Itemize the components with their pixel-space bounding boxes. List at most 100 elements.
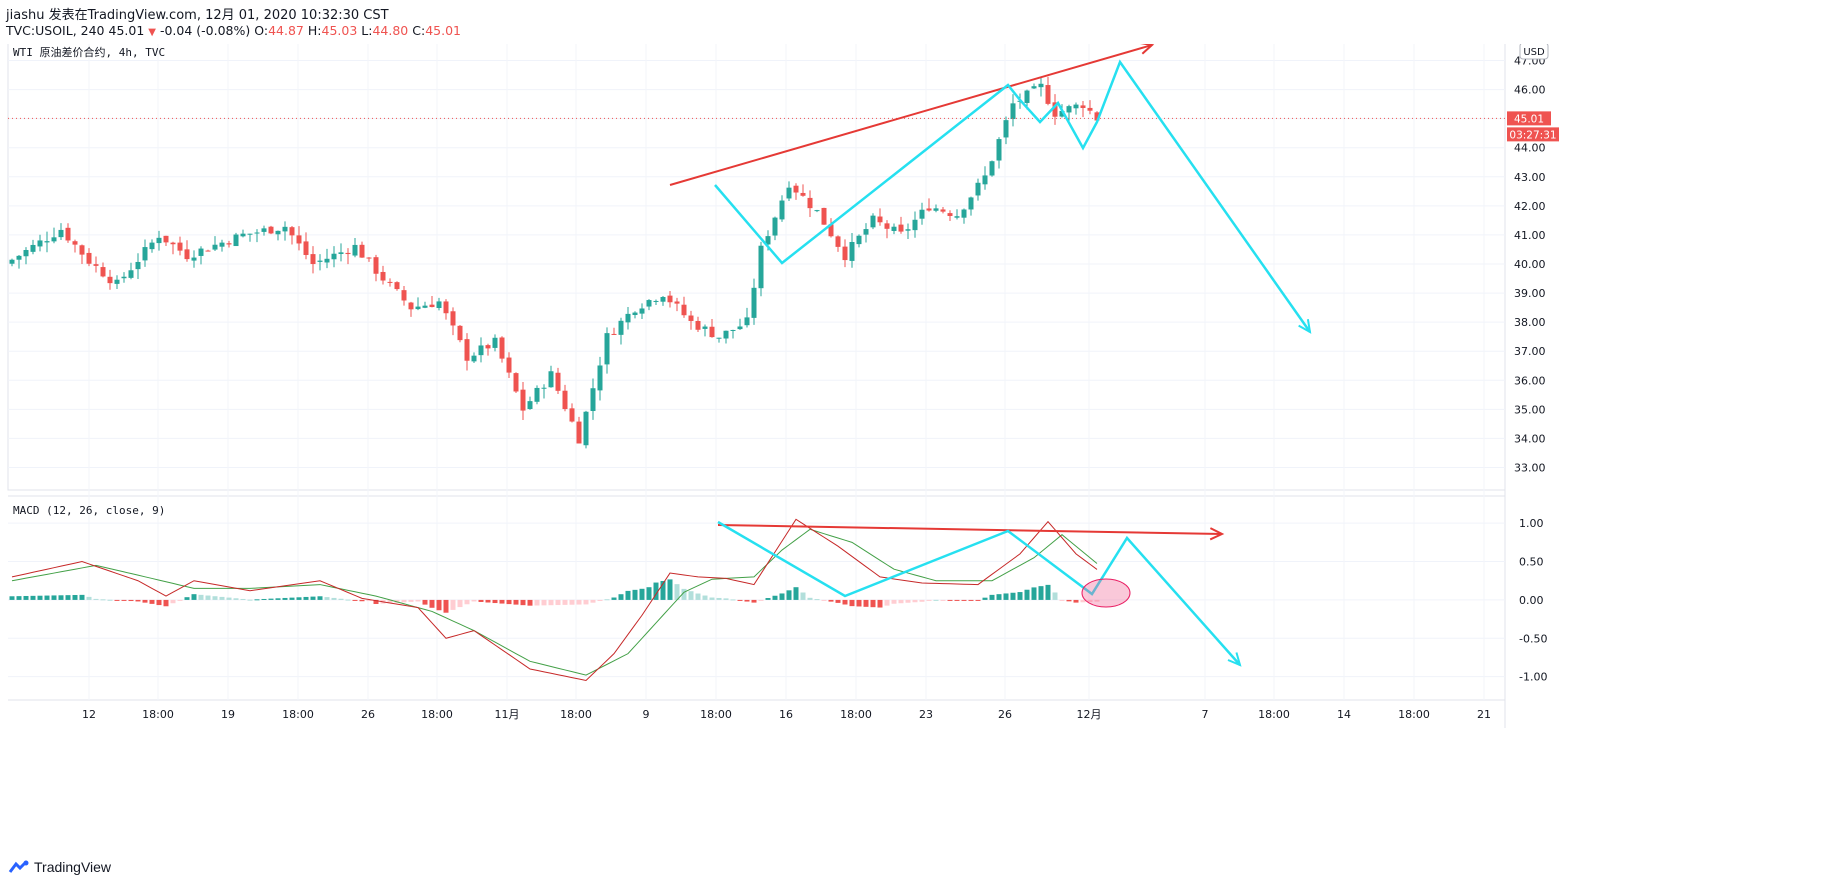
candle-body [338, 252, 344, 254]
macd-histogram-bar [191, 594, 197, 600]
macd-histogram-bar [653, 582, 659, 600]
macd-trendline [717, 524, 1223, 535]
macd-histogram-bar [296, 597, 302, 600]
currency-label: USD [1523, 47, 1545, 58]
candle-body [940, 209, 946, 212]
candle-body [254, 232, 260, 234]
macd-histogram-bar [86, 596, 92, 600]
macd-histogram-bar [842, 599, 848, 605]
candle-body [1094, 112, 1100, 121]
candle-body [177, 242, 183, 251]
macd-histogram-bar [709, 597, 715, 600]
candle-body [849, 241, 855, 261]
candle-body [821, 207, 827, 225]
macd-histogram-bar [1045, 584, 1051, 600]
macd-histogram-bar [625, 590, 631, 600]
macd-histogram-bar [128, 599, 134, 602]
macd-histogram-bar [268, 598, 274, 600]
chart-canvas[interactable]: 33.00 34.00 35.00 36.00 37.00 38.00 39.00 40.00… [0, 44, 1828, 844]
candle-body [653, 300, 659, 302]
candle-body [639, 308, 645, 314]
macd-histogram-bar [429, 599, 435, 608]
macd-pane-title: MACD (12, 26, close, 9) [13, 504, 165, 517]
candle-body [184, 249, 190, 260]
macd-histogram-bar [30, 595, 36, 600]
candle-body [681, 304, 687, 316]
macd-histogram-bar [359, 599, 365, 602]
main-pane-frame [7, 44, 1506, 491]
x-tick-label: 9 [643, 708, 650, 721]
main-y-tick: 40.00 [1514, 258, 1546, 271]
macd-histogram-bar [100, 599, 106, 601]
macd-histogram-bar [156, 599, 162, 606]
candle-body [100, 267, 106, 277]
x-tick-label: 12月 [1077, 708, 1102, 721]
macd-histogram-bar [793, 587, 799, 600]
macd-histogram-bar [65, 595, 71, 600]
candle-body [905, 229, 911, 231]
candle-body [317, 260, 323, 262]
macd-histogram-bar [149, 599, 155, 604]
macd-histogram-bar [1059, 599, 1065, 601]
macd-wave-path [717, 520, 1241, 666]
candle-body [702, 326, 708, 329]
candle-body [93, 264, 99, 266]
candle-body [786, 187, 792, 199]
candle-body [191, 257, 197, 261]
candle-body [751, 287, 757, 318]
candle-body [520, 389, 526, 411]
candle-body [268, 226, 274, 234]
macd-histogram-bar [898, 599, 904, 604]
last-price-tag [1507, 111, 1551, 126]
candle-body [709, 326, 715, 338]
candle-body [261, 228, 267, 232]
macd-histogram-bar [1031, 587, 1037, 600]
macd-histogram-bar [919, 599, 925, 602]
macd-histogram-bar [821, 599, 827, 601]
macd-histogram-bar [905, 599, 911, 603]
macd-histogram-bar [401, 599, 407, 603]
candle-body [156, 237, 162, 244]
candle-body [842, 246, 848, 261]
macd-histogram-bar [555, 599, 561, 606]
macd-histogram-bar [198, 594, 204, 600]
candle-body [947, 213, 953, 216]
candle-body [65, 227, 71, 241]
candle-body [828, 224, 834, 237]
change-value: -0.04 (-0.08%) [159, 23, 251, 38]
candle-body [548, 371, 554, 388]
x-tick-label: 14 [1337, 708, 1351, 721]
candle-body [303, 241, 309, 255]
candle-body [926, 208, 932, 211]
candle-body [723, 330, 729, 339]
macd-histogram-bar [107, 599, 113, 601]
candle-body [870, 215, 876, 228]
macd-histogram-bar [79, 594, 85, 600]
candle-body [247, 233, 253, 235]
macd-histogram-bar [688, 591, 694, 600]
candle-body [576, 421, 582, 444]
candle-body [359, 244, 365, 258]
candle-body [485, 345, 491, 349]
macd-histogram-bar [247, 599, 253, 601]
main-y-tick: 39.00 [1514, 287, 1546, 300]
macd-histogram-bar [1080, 599, 1086, 603]
candle-body [968, 197, 974, 210]
macd-histogram-bar [933, 599, 939, 601]
candle-body [597, 365, 603, 391]
macd-histogram-bar [1010, 592, 1016, 600]
candle-body [380, 271, 386, 281]
macd-histogram-bar [184, 597, 190, 600]
tradingview-brand[interactable]: TradingView [8, 859, 111, 875]
main-y-tick: 42.00 [1514, 200, 1546, 213]
macd-histogram-bar [975, 599, 981, 601]
candle-body [863, 229, 869, 235]
macd-y-tick: 1.00 [1519, 517, 1544, 530]
macd-histogram-bar [422, 599, 428, 605]
macd-histogram-bar [408, 599, 414, 602]
macd-histogram-bar [163, 599, 169, 607]
candle-body [989, 161, 995, 176]
macd-histogram-bar [331, 597, 337, 600]
macd-histogram-bar [604, 599, 610, 601]
macd-histogram-bar [289, 597, 295, 600]
